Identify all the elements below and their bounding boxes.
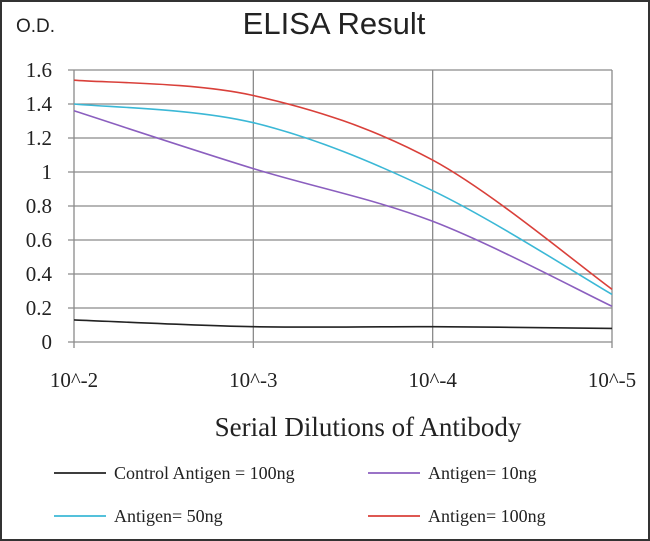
y-tick-label: 0 xyxy=(42,330,53,354)
y-tick-label: 1.2 xyxy=(26,126,52,150)
y-tick-label: 0.2 xyxy=(26,296,52,320)
series-line-2 xyxy=(73,103,613,296)
series-line-0 xyxy=(73,319,613,330)
x-tick-label: 10^-3 xyxy=(229,368,277,392)
y-tick-label: 0.6 xyxy=(26,228,52,252)
x-tick-label: 10^-2 xyxy=(50,368,98,392)
legend-label-3: Antigen= 100ng xyxy=(428,506,546,526)
legend-label-0: Control Antigen = 100ng xyxy=(114,463,295,483)
y-tick-label: 0.4 xyxy=(26,262,53,286)
chart-title: ELISA Result xyxy=(243,6,426,41)
legend-label-2: Antigen= 50ng xyxy=(114,506,223,526)
y-tick-label: 1.6 xyxy=(26,58,52,82)
series-line-1 xyxy=(73,110,613,308)
y-tick-label: 1.4 xyxy=(26,92,53,116)
y-axis-label: O.D. xyxy=(16,16,55,37)
x-tick-label: 10^-5 xyxy=(588,368,636,392)
legend-label-1: Antigen= 10ng xyxy=(428,463,537,483)
series-line-3 xyxy=(73,79,613,290)
y-tick-label: 1 xyxy=(42,160,53,184)
x-tick-label: 10^-4 xyxy=(408,368,457,392)
y-tick-label: 0.8 xyxy=(26,194,52,218)
x-axis-label: Serial Dilutions of Antibody xyxy=(215,412,522,442)
